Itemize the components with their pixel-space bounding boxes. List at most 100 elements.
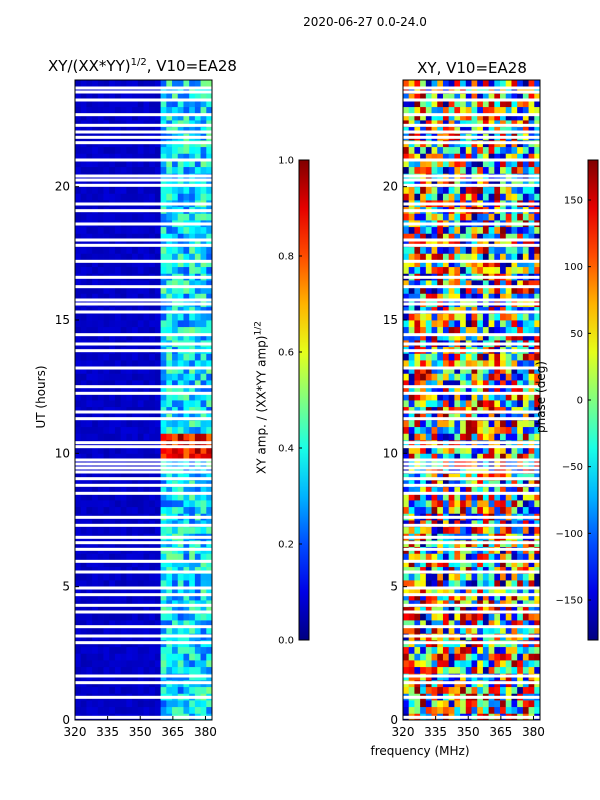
- left-heatmap-cell: [137, 113, 144, 121]
- left-heatmap-cell: [126, 706, 133, 714]
- right-heatmap-cell: [471, 686, 478, 694]
- left-heatmap-cell: [172, 160, 179, 168]
- right-heatmap-cell: [448, 606, 455, 614]
- left-heatmap-cell: [103, 293, 110, 301]
- right-heatmap-cell: [477, 160, 484, 168]
- right-heatmap-cell: [482, 480, 490, 488]
- left-heatmap-cell: [206, 360, 213, 368]
- left-heatmap-cell: [172, 700, 179, 708]
- right-heatmap-cell: [437, 573, 444, 581]
- right-heatmap-cell: [534, 293, 541, 301]
- left-heatmap-cell: [177, 660, 184, 668]
- left-heatmap-cell: [92, 333, 99, 341]
- right-heatmap-cell: [408, 420, 415, 428]
- right-heatmap-cell: [517, 313, 524, 321]
- right-heatmap-cell: [517, 180, 524, 188]
- right-heatmap-cell: [460, 586, 467, 594]
- right-heatmap-cell: [488, 373, 495, 381]
- left-heatmap-cell: [86, 446, 93, 454]
- left-heatmap-cell: [97, 560, 104, 568]
- left-heatmap-cell: [103, 700, 110, 708]
- left-heatmap-cell: [120, 233, 127, 241]
- left-heatmap-cell: [92, 166, 99, 174]
- left-heatmap-cell: [143, 600, 150, 608]
- left-heatmap-cell: [154, 433, 162, 441]
- right-heatmap-cell: [465, 473, 472, 481]
- left-heatmap-cell: [75, 433, 82, 441]
- left-heatmap-cell: [103, 500, 110, 508]
- right-heatmap-cell: [442, 466, 450, 474]
- right-heatmap-cell: [505, 560, 512, 568]
- left-heatmap-cell: [183, 626, 190, 634]
- right-heatmap-cell: [442, 553, 450, 561]
- left-heatmap-cell: [132, 493, 139, 501]
- right-heatmap-cell: [454, 360, 461, 368]
- right-heatmap-cell: [511, 166, 518, 174]
- left-heatmap-cell: [75, 126, 82, 134]
- left-heatmap-cell: [149, 306, 156, 314]
- left-heatmap-cell: [143, 580, 150, 588]
- right-heatmap-cell: [517, 666, 524, 674]
- right-heatmap-cell: [477, 213, 484, 221]
- right-heatmap-cell: [517, 526, 524, 534]
- left-heatmap-cell: [109, 240, 116, 248]
- left-heatmap-cell: [177, 280, 184, 288]
- left-heatmap-cell: [200, 386, 207, 394]
- right-heatmap-cell: [477, 506, 484, 514]
- left-heatmap-cell: [200, 566, 207, 574]
- right-heatmap-cell: [522, 526, 529, 534]
- right-heatmap-cell: [488, 326, 495, 334]
- right-heatmap-cell: [454, 413, 461, 421]
- right-heatmap-cell: [448, 500, 455, 508]
- left-heatmap-cell: [97, 606, 104, 614]
- right-heatmap-cell: [403, 313, 410, 321]
- right-heatmap-cell: [471, 313, 478, 321]
- left-heatmap-cell: [92, 620, 99, 628]
- right-heatmap-cell: [522, 620, 529, 628]
- left-heatmap-cell: [92, 353, 99, 361]
- right-heatmap-cell: [482, 613, 490, 621]
- left-heatmap-cell: [160, 466, 167, 474]
- left-heatmap-cell: [86, 266, 93, 274]
- right-heatmap-cell: [477, 333, 484, 341]
- left-heatmap-cell: [143, 160, 150, 168]
- left-heatmap-cell: [75, 380, 82, 388]
- right-heatmap-cell: [482, 486, 490, 494]
- right-heatmap-cell: [505, 453, 512, 461]
- right-colorbar-tick-label: 0: [577, 396, 583, 407]
- left-heatmap-cell: [132, 100, 139, 108]
- right-heatmap-cell: [454, 666, 461, 674]
- left-heatmap-cell: [120, 193, 127, 201]
- left-heatmap-cell: [103, 506, 110, 514]
- left-title-suffix: , V10=EA28: [146, 57, 237, 75]
- left-heatmap-cell: [75, 293, 82, 301]
- right-heatmap-cell: [482, 106, 490, 114]
- right-heatmap-cell: [517, 393, 524, 401]
- right-heatmap-cell: [488, 86, 495, 94]
- right-heatmap-cell: [454, 320, 461, 328]
- right-heatmap-cell: [505, 313, 512, 321]
- right-heatmap-cell: [511, 526, 518, 534]
- right-heatmap-cell: [500, 193, 507, 201]
- right-heatmap-cell: [471, 573, 478, 581]
- right-heatmap-cell: [448, 106, 455, 114]
- left-heatmap-cell: [177, 433, 184, 441]
- right-heatmap-cell: [522, 566, 529, 574]
- right-heatmap-cell: [477, 380, 484, 388]
- right-heatmap-cell: [465, 706, 472, 714]
- right-heatmap-cell: [425, 160, 432, 168]
- right-heatmap-cell: [425, 560, 432, 568]
- right-heatmap-cell: [488, 433, 495, 441]
- left-heatmap-cell: [206, 353, 213, 361]
- left-heatmap-cell: [194, 660, 201, 668]
- left-flagged-row: [75, 310, 212, 314]
- left-heatmap-cell: [92, 233, 99, 241]
- left-heatmap-cell: [75, 400, 82, 408]
- right-heatmap-cell: [482, 186, 490, 194]
- left-heatmap-cell: [103, 586, 110, 594]
- left-heatmap-cell: [177, 593, 184, 601]
- right-heatmap-cell: [522, 653, 529, 661]
- left-heatmap-cell: [200, 266, 207, 274]
- right-heatmap-cell: [511, 573, 518, 581]
- right-heatmap-cell: [522, 700, 529, 708]
